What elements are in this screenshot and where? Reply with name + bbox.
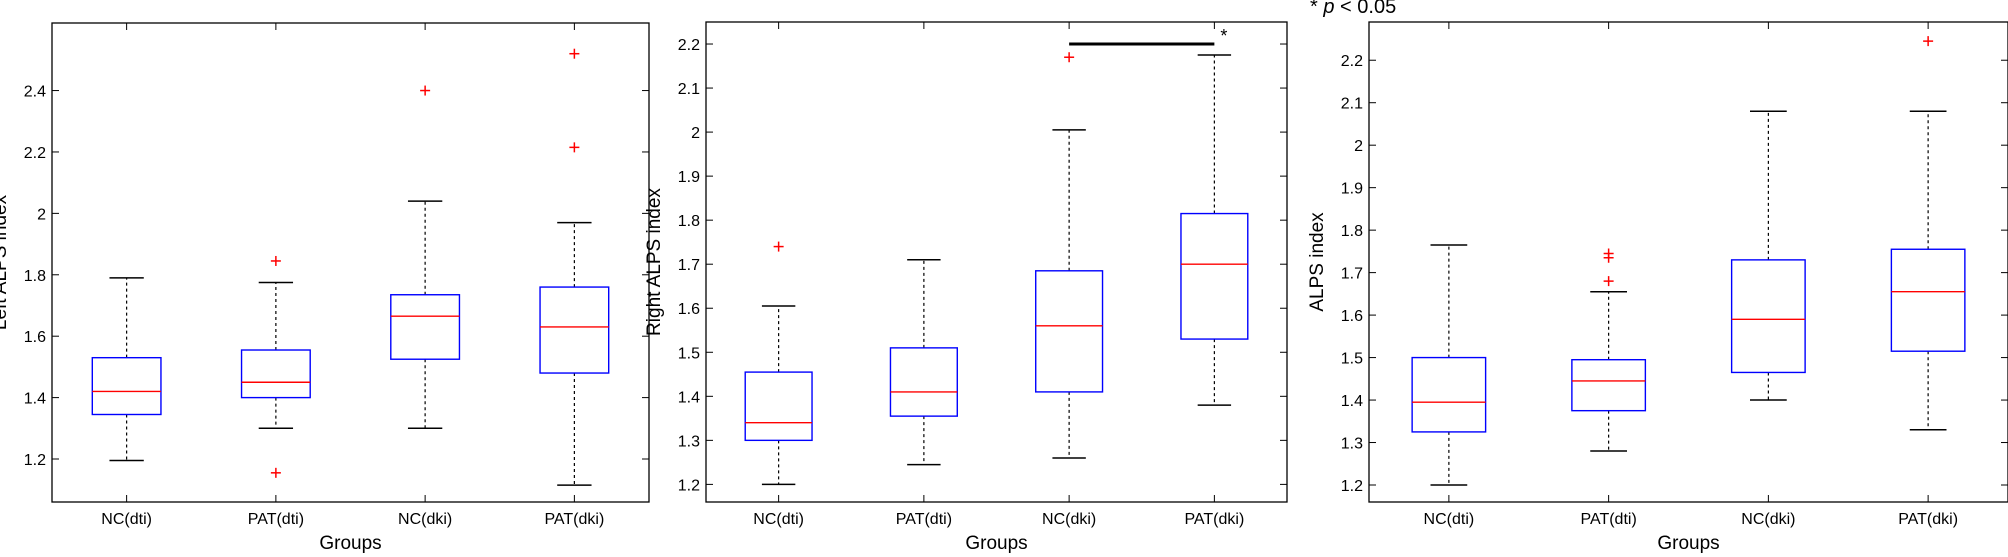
significance-note: * p < 0.05 — [1310, 0, 1396, 19]
outlier-marker — [270, 255, 281, 266]
x-tick-label: PAT(dki) — [1184, 511, 1244, 528]
x-tick-label: PAT(dti) — [1580, 511, 1636, 528]
x-tick-label: NC(dti) — [753, 511, 804, 528]
y-tick-label: 1.2 — [24, 452, 46, 469]
outlier-marker — [270, 467, 281, 478]
box-3 — [1730, 110, 1806, 401]
y-tick-label: 2.1 — [678, 81, 700, 98]
x-axis-label: Groups — [1657, 533, 1719, 554]
x-tick-label: PAT(dti) — [248, 511, 304, 528]
y-axis-label: Right ALPS index — [644, 188, 665, 336]
y-tick-label: 1.4 — [678, 389, 700, 406]
box-2 — [240, 255, 311, 478]
box-2 — [1571, 248, 1647, 452]
outlier-marker — [1064, 52, 1075, 63]
y-tick-label: 1.2 — [678, 477, 700, 494]
x-tick-label: NC(dti) — [1424, 511, 1475, 528]
y-tick-label: 2.1 — [1341, 96, 1363, 113]
box-1 — [744, 241, 813, 486]
axes-frame — [51, 22, 650, 503]
box-4 — [1890, 36, 1966, 431]
outlier-marker — [773, 241, 784, 252]
y-axis-label: ALPS index — [1307, 212, 1328, 312]
box-iqr — [1411, 356, 1487, 433]
box-iqr — [1730, 259, 1806, 374]
y-tick-label: 1.3 — [678, 433, 700, 450]
x-tick-label: PAT(dki) — [1898, 511, 1958, 528]
y-tick-label: 1.8 — [24, 268, 46, 285]
box-3 — [390, 85, 461, 430]
x-tick-label: PAT(dki) — [544, 511, 604, 528]
outlier-marker — [569, 48, 580, 59]
box-iqr — [889, 347, 958, 417]
x-tick-label: NC(dti) — [101, 511, 152, 528]
x-axis-label: Groups — [319, 533, 381, 554]
x-tick-label: NC(dki) — [1741, 511, 1795, 528]
box-1 — [1411, 244, 1487, 486]
x-tick-label: PAT(dti) — [896, 511, 952, 528]
outlier-marker — [569, 142, 580, 153]
axes-frame — [705, 21, 1288, 503]
box-iqr — [240, 349, 311, 399]
box-iqr — [539, 286, 610, 374]
y-tick-label: 1.5 — [1341, 351, 1363, 368]
y-tick-label: 1.8 — [1341, 223, 1363, 240]
box-1 — [91, 277, 162, 462]
x-tick-label: NC(dki) — [1042, 511, 1096, 528]
box-iqr — [390, 294, 461, 360]
box-iqr — [744, 371, 813, 442]
box-iqr — [1571, 358, 1647, 412]
axes-frame — [1368, 21, 2008, 503]
box-2 — [889, 259, 958, 466]
box-iqr — [1890, 248, 1966, 352]
y-tick-label: 1.9 — [1341, 181, 1363, 198]
y-tick-label: 1.8 — [678, 213, 700, 230]
chart-panel-1: 1.2 1.4 1.6 1.8 2 2.2 2.4 NC(dti) PAT(dti) NC(dki… — [0, 22, 650, 554]
significance-p: p — [1323, 0, 1335, 18]
box-iqr — [1035, 270, 1104, 393]
y-tick-label: 2.2 — [678, 37, 700, 54]
y-tick-label: 1.6 — [678, 301, 700, 318]
outlier-marker — [1923, 36, 1934, 47]
y-tick-label: 1.5 — [678, 345, 700, 362]
y-tick-label: 2.2 — [1341, 53, 1363, 70]
significance-threshold: < 0.05 — [1340, 0, 1397, 18]
y-tick-label: 2.2 — [24, 145, 46, 162]
y-tick-label: 1.3 — [1341, 436, 1363, 453]
box-iqr — [1180, 212, 1249, 340]
x-axis-label: Groups — [965, 533, 1027, 554]
outlier-marker — [1603, 248, 1614, 259]
y-tick-label: 1.6 — [1341, 308, 1363, 325]
outlier-marker — [1603, 276, 1614, 287]
y-tick-label: 2.4 — [24, 84, 46, 101]
y-axis-label: Left ALPS index — [0, 194, 11, 330]
x-tick-label: NC(dki) — [398, 511, 452, 528]
box-iqr — [91, 356, 162, 416]
outlier-marker — [420, 85, 431, 96]
significance-marker: * — [1220, 26, 1227, 46]
y-tick-label: 1.2 — [1341, 478, 1363, 495]
chart-panel-2: 1.2 1.3 1.4 1.5 1.6 1.7 1.8 1.9 2 2.1 2.2 NC(dti) PA… — [644, 21, 1288, 554]
significance-star: * — [1310, 0, 1318, 18]
box-3 — [1035, 52, 1104, 459]
y-tick-label: 2 — [691, 125, 700, 142]
y-tick-label: 1.7 — [678, 257, 700, 274]
y-tick-label: 1.7 — [1341, 266, 1363, 283]
y-tick-label: 1.6 — [24, 329, 46, 346]
box-4 — [539, 48, 610, 486]
y-tick-label: 2 — [37, 206, 46, 223]
y-tick-label: 1.4 — [1341, 393, 1363, 410]
y-tick-label: 1.9 — [678, 169, 700, 186]
chart-panel-3: 1.2 1.3 1.4 1.5 1.6 1.7 1.8 1.9 2 2.1 2.2 NC(dti) PA… — [1307, 21, 2008, 554]
y-tick-label: 2 — [1354, 138, 1363, 155]
box-4 — [1180, 54, 1249, 406]
y-tick-label: 1.4 — [24, 391, 46, 408]
